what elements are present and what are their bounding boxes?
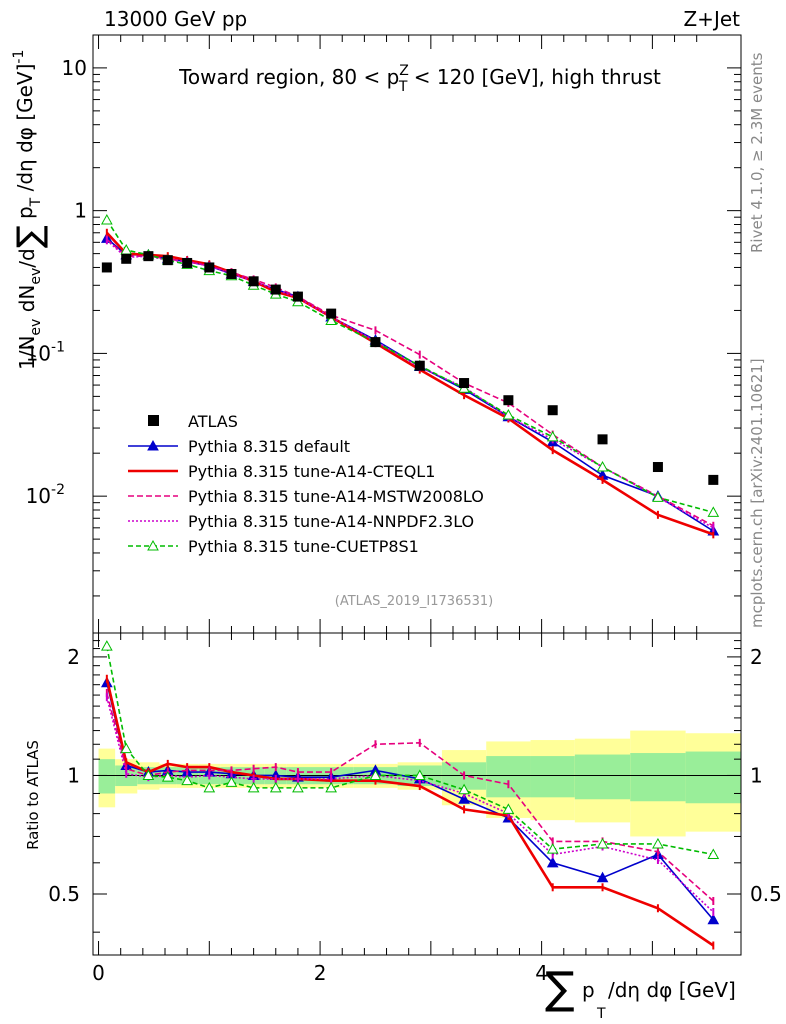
legend: ATLAS Pythia 8.315 default Pythia 8.315 tu… — [128, 412, 484, 556]
ratio-y-tick-label: 1 — [750, 763, 763, 787]
ratio-series-4-point — [369, 769, 382, 780]
ratio-series-4-point — [502, 803, 515, 814]
legend-item-3-label: Pythia 8.315 tune-A14-MSTW2008LO — [188, 487, 484, 506]
ratio-series-4-point — [225, 776, 238, 787]
ratio-series-0-point — [458, 793, 470, 804]
ratio-series-4-point — [707, 848, 720, 859]
rivet-label: Rivet 4.1.0, ≥ 2.3M events — [748, 52, 766, 253]
atlas-point — [204, 262, 215, 273]
ratio-series-4-point — [181, 774, 194, 786]
atlas-point — [652, 462, 663, 473]
svg-text:/dη dφ [GeV]: /dη dφ [GeV] — [608, 978, 736, 1002]
ratio-series-4-point — [203, 781, 216, 793]
ratio-series-4-point — [247, 781, 260, 793]
atlas-point — [270, 284, 281, 295]
main-data-marks — [100, 213, 720, 539]
ratio-y-tick-label: 0.5 — [48, 882, 80, 906]
main-series-5-point — [100, 213, 113, 225]
ratio-series-4-point — [269, 781, 282, 793]
ratio-series-0-point — [546, 856, 559, 868]
atlas-point — [414, 360, 425, 371]
svg-text:T: T — [596, 1006, 606, 1022]
atlas-point — [292, 291, 303, 302]
main-series-5-point — [707, 506, 720, 517]
ratio-series-4-point — [142, 769, 155, 780]
process-label: Z+Jet — [683, 7, 740, 31]
ratio-y-title: Ratio to ATLAS — [24, 740, 42, 850]
atlas-point — [121, 253, 132, 264]
atlas-point — [226, 268, 237, 279]
ratio-series-0-point — [596, 871, 609, 883]
atlas-point — [326, 308, 337, 319]
legend-item-5-label: Pythia 8.315 tune-CUETP8S1 — [188, 537, 419, 556]
ratio-y-tick-label: 2 — [750, 645, 763, 669]
ratio-axis-ticks: 2 2 1 1 0.5 0.5 0 2 4 — [48, 633, 782, 985]
ratio-band-inner — [486, 756, 531, 798]
atlas-point — [248, 276, 259, 287]
ratio-y-tick-label: 2 — [67, 645, 80, 669]
main-series-5-point — [325, 314, 338, 326]
atlas-point — [547, 405, 558, 416]
ratio-data-marks — [100, 640, 720, 950]
ratio-uncertainty-band — [93, 730, 741, 837]
y-tick-label: 10-1 — [26, 339, 65, 365]
main-series-5-point — [502, 409, 515, 420]
atlas-point — [503, 395, 514, 406]
y-tick-label: 10 — [62, 56, 87, 80]
ratio-series-4-point — [292, 781, 304, 793]
ratio-series-4-point — [596, 837, 609, 849]
ratio-band-inner — [98, 759, 116, 794]
x-tick-label: 2 — [314, 961, 327, 985]
ratio-series-4-point — [120, 742, 133, 754]
ratio-band-inner — [574, 754, 631, 800]
x-axis-title: ∑ p T /dη dφ [GeV] — [545, 963, 736, 1022]
ratio-series-0-point — [707, 913, 720, 925]
ratio-series-4-point — [325, 781, 338, 793]
legend-item-1-label: Pythia 8.315 default — [188, 437, 350, 456]
analysis-id: (ATLAS_2019_I1736531) — [335, 594, 493, 609]
legend-item-0-label: ATLAS — [188, 412, 238, 431]
x-tick-label: 4 — [535, 961, 548, 985]
svg-text:∑: ∑ — [545, 963, 575, 1014]
legend-item-5-marker — [147, 539, 159, 551]
legend-item-0-marker — [148, 415, 159, 426]
main-series-5-point — [652, 491, 664, 502]
legend-item-4-label: Pythia 8.315 tune-A14-NNPDF2.3LO — [188, 512, 474, 531]
ratio-series-4-point — [458, 783, 470, 795]
svg-text:p: p — [582, 978, 595, 1002]
atlas-point — [101, 262, 112, 273]
main-series-5-point — [596, 460, 609, 472]
y-tick-label: 1 — [74, 199, 87, 223]
ratio-band-inner — [530, 756, 575, 798]
atlas-point — [459, 378, 470, 389]
atlas-point — [162, 255, 173, 266]
ratio-y-tick-label: 1 — [67, 763, 80, 787]
ratio-y-tick-label: 0.5 — [750, 882, 782, 906]
ratio-panel: 2 2 1 1 0.5 0.5 0 2 4 Ratio to ATLAS ∑ p T /dη d… — [24, 632, 782, 1022]
ratio-series-4-point — [652, 837, 664, 849]
atlas-point — [597, 434, 608, 445]
x-tick-label: 0 — [92, 961, 105, 985]
ratio-band-inner — [630, 753, 686, 802]
atlas-point — [182, 257, 193, 268]
mcplots-label: mcplots.cern.ch [arXiv:2401.10621] — [748, 358, 766, 628]
energy-label: 13000 GeV pp — [104, 7, 247, 31]
ratio-series-4-point — [100, 640, 113, 651]
ratio-series-4-point — [413, 769, 426, 780]
atlas-point — [370, 337, 381, 348]
main-series-5-point — [546, 430, 559, 442]
ratio-series-4-point — [161, 771, 174, 782]
legend-item-2-label: Pythia 8.315 tune-A14-CTEQL1 — [188, 462, 435, 481]
ratio-band-inner — [685, 751, 741, 804]
atlas-point — [143, 251, 154, 262]
ratio-frame — [92, 632, 742, 956]
legend-item-1-marker — [147, 439, 159, 451]
atlas-point — [708, 474, 719, 485]
ratio-series-4-point — [546, 843, 559, 854]
